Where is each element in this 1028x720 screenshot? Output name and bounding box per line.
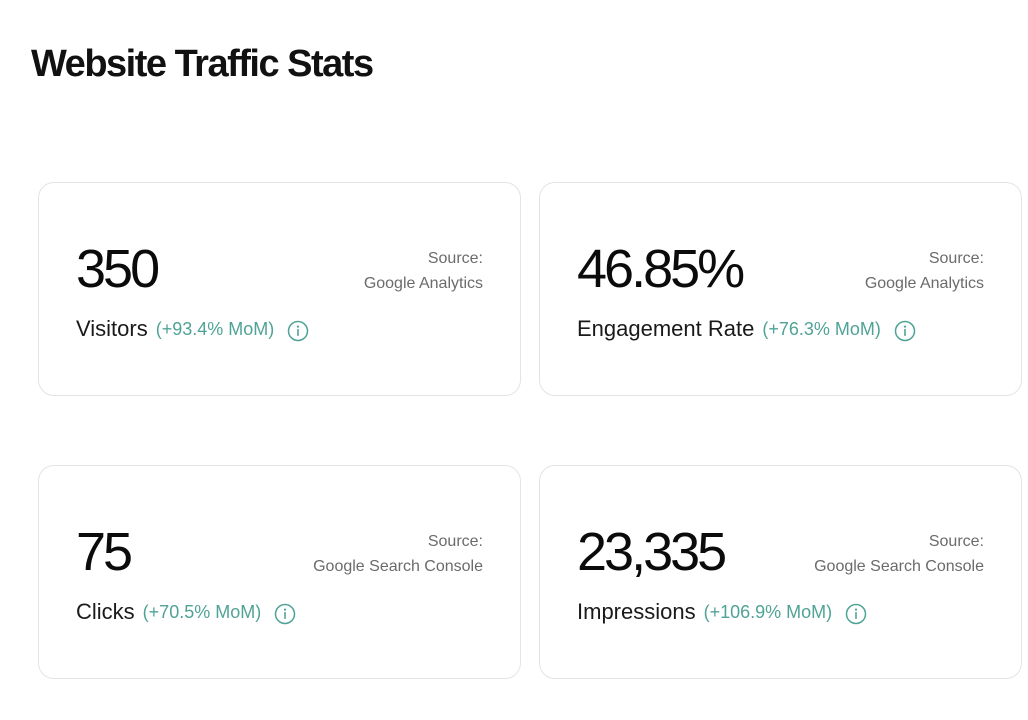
source-info: Source: Google Search Console [313, 529, 483, 579]
source-label: Source: [928, 250, 984, 267]
info-icon[interactable] [845, 603, 867, 625]
source-name: Google Analytics [363, 275, 483, 292]
source-info: Source: Google Analytics [364, 246, 483, 296]
metric-change: (+76.3% MoM) [762, 319, 881, 339]
metric-label: Impressions [577, 599, 696, 624]
metric-value: 75 [76, 522, 133, 582]
source-label: Source: [427, 533, 483, 550]
stat-card-visitors: 350 Source: Google Analytics Visitors (+… [38, 182, 521, 396]
metric-line: Visitors (+93.4% MoM) [76, 314, 309, 344]
stat-card-clicks: 75 Source: Google Search Console Clicks … [38, 465, 521, 679]
metric-change: (+106.9% MoM) [703, 602, 833, 622]
metric-label: Engagement Rate [577, 316, 755, 341]
source-name: Google Search Console [313, 558, 483, 575]
metric-label: Visitors [76, 316, 148, 341]
info-icon[interactable] [287, 320, 309, 342]
info-icon[interactable] [894, 320, 916, 342]
stat-card-engagement-rate: 46.85% Source: Google Analytics Engageme… [539, 182, 1022, 396]
page-title: Website Traffic Stats [31, 43, 374, 85]
metric-change: (+70.5% MoM) [142, 602, 262, 622]
source-label: Source: [928, 533, 984, 550]
metric-line: Clicks (+70.5% MoM) [76, 597, 296, 627]
source-name: Google Analytics [864, 275, 984, 292]
metric-label: Clicks [76, 599, 135, 624]
source-name: Google Search Console [814, 558, 984, 575]
metric-value: 350 [76, 239, 160, 299]
metric-value: 23,335 [577, 522, 727, 582]
source-info: Source: Google Search Console [814, 529, 984, 579]
source-label: Source: [427, 250, 483, 267]
source-info: Source: Google Analytics [865, 246, 984, 296]
metric-line: Engagement Rate (+76.3% MoM) [577, 314, 916, 344]
metric-change: (+93.4% MoM) [155, 319, 275, 339]
metric-value: 46.85% [577, 239, 745, 299]
metric-line: Impressions (+106.9% MoM) [577, 597, 867, 627]
info-icon[interactable] [274, 603, 296, 625]
stat-card-impressions: 23,335 Source: Google Search Console Imp… [539, 465, 1022, 679]
